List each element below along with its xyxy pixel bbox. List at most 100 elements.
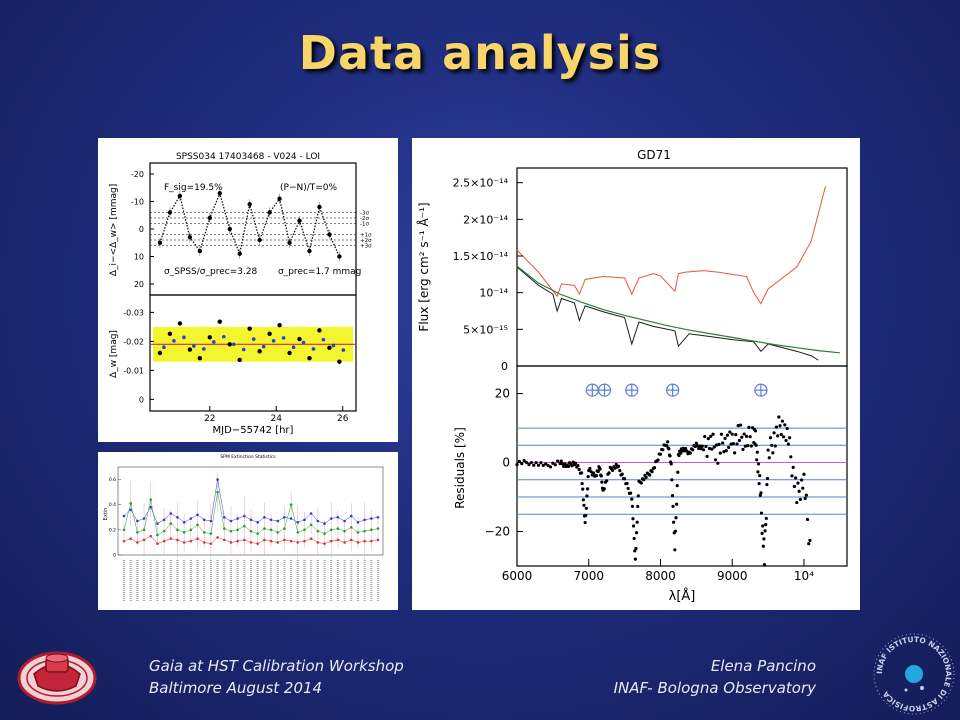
flux-ytick-label: 2×10⁻¹⁴: [463, 213, 508, 226]
ext-point-green: [316, 529, 320, 533]
resid-point: [735, 442, 739, 446]
resid-point: [691, 448, 695, 452]
resid-point: [560, 462, 565, 466]
resid-point: [712, 445, 716, 449]
ext-point-red: [329, 539, 333, 543]
resid-point: [623, 477, 627, 481]
resid-point: [673, 529, 678, 533]
resid-point: [639, 481, 643, 485]
resid-point: [758, 493, 762, 497]
resid-point: [785, 426, 789, 431]
ext-point-blue: [229, 519, 233, 523]
resid-point: [576, 464, 580, 468]
resid-point: [680, 449, 684, 453]
lc-bottom-point: [317, 328, 322, 333]
flux-ytick-label: 0: [501, 360, 508, 373]
resid-point: [764, 523, 768, 527]
resid-point: [793, 476, 798, 480]
resid-point: [674, 516, 678, 520]
light-curve-panel: SPSS034 17403468 - V024 - LOI -3σ -2σ -1σ +…: [98, 138, 398, 442]
ext-point-blue: [256, 521, 259, 524]
resid-point: [710, 447, 714, 451]
ext-point-green: [283, 527, 286, 530]
ext-point-green: [356, 531, 360, 534]
lc-bottom-point: [237, 357, 242, 363]
ext-point-red: [236, 539, 239, 543]
ext-point-green: [162, 529, 166, 533]
ext-point-green: [156, 533, 159, 537]
lc-bottom-point: [207, 335, 213, 340]
resid-point: [626, 486, 630, 491]
ext-point-blue: [216, 478, 219, 481]
resid-point: [583, 520, 587, 525]
resid-point: [765, 483, 769, 487]
lc-bottom-point-blue: [301, 340, 306, 345]
ext-point-green: [176, 528, 179, 532]
ext-ylabel: Extin: [103, 508, 109, 521]
resid-point: [718, 451, 722, 455]
resid-point: [748, 435, 752, 439]
resid-point: [700, 444, 704, 448]
resid-point: [681, 446, 685, 450]
resid-point: [589, 470, 593, 474]
lc-top-series-line: [159, 191, 340, 257]
ext-point-green: [336, 527, 340, 530]
ext-point-red: [229, 541, 233, 544]
resid-point: [761, 544, 765, 548]
lc-bottom-point: [227, 342, 232, 347]
lc-top-point: [157, 240, 163, 245]
resid-point: [790, 474, 794, 478]
resid-point: [630, 504, 634, 508]
resid-point: [756, 462, 761, 466]
resid-point: [682, 449, 686, 453]
lc-top-point: [227, 226, 232, 232]
resid-point: [688, 451, 692, 455]
flux-ytick-label: 2.5×10⁻¹⁴: [453, 177, 509, 190]
resid-point: [694, 441, 698, 445]
resid-point: [755, 458, 759, 462]
ext-point-blue: [142, 517, 146, 520]
lc-bottom-point-blue: [182, 335, 186, 340]
ext-point-blue: [329, 517, 333, 520]
lc-ylabel-bottom: Δ_w [mag]: [109, 330, 119, 378]
resid-point: [792, 484, 796, 489]
resid-point: [536, 463, 541, 467]
ext-point-green: [289, 503, 293, 507]
ext-point-green: [329, 528, 333, 532]
ext-point-red: [276, 541, 280, 544]
resid-point: [802, 472, 806, 476]
resid-point: [780, 419, 785, 423]
resid-point: [759, 511, 764, 515]
ext-point-red: [176, 538, 179, 542]
resid-point: [724, 448, 728, 453]
resid-point: [772, 431, 776, 435]
resid-point: [807, 542, 811, 546]
resid-ylabel: Residuals [%]: [453, 427, 467, 509]
resid-point: [579, 471, 584, 475]
footer-event-date: Baltimore August 2014: [149, 679, 323, 697]
ext-point-red: [202, 541, 206, 544]
flux-series-line: [516, 265, 840, 354]
ext-point-green: [216, 490, 219, 494]
resid-point: [749, 444, 753, 448]
ext-point-green: [269, 528, 273, 532]
ext-point-red: [222, 538, 226, 542]
resid-point: [755, 450, 759, 454]
resid-point: [717, 442, 721, 446]
ext-ytick-label: 0.2: [109, 527, 116, 533]
resid-point: [652, 466, 657, 470]
gd71-xtick-label: 10⁴: [794, 569, 814, 583]
resid-point: [617, 464, 621, 468]
ext-point-red: [169, 537, 173, 540]
lc-sigma-label: +2σ: [360, 238, 372, 244]
resid-point: [805, 517, 810, 522]
lc-bottom-ytick-label: -0.03: [123, 308, 144, 317]
ext-point-blue: [336, 515, 340, 519]
ext-point-blue: [136, 519, 139, 523]
lc-bottom-point: [327, 345, 332, 350]
resid-point: [581, 498, 585, 502]
ext-point-green: [296, 531, 300, 534]
resid-point: [644, 475, 648, 479]
resid-point: [716, 461, 720, 465]
resid-ytick-label: 20: [495, 387, 510, 401]
